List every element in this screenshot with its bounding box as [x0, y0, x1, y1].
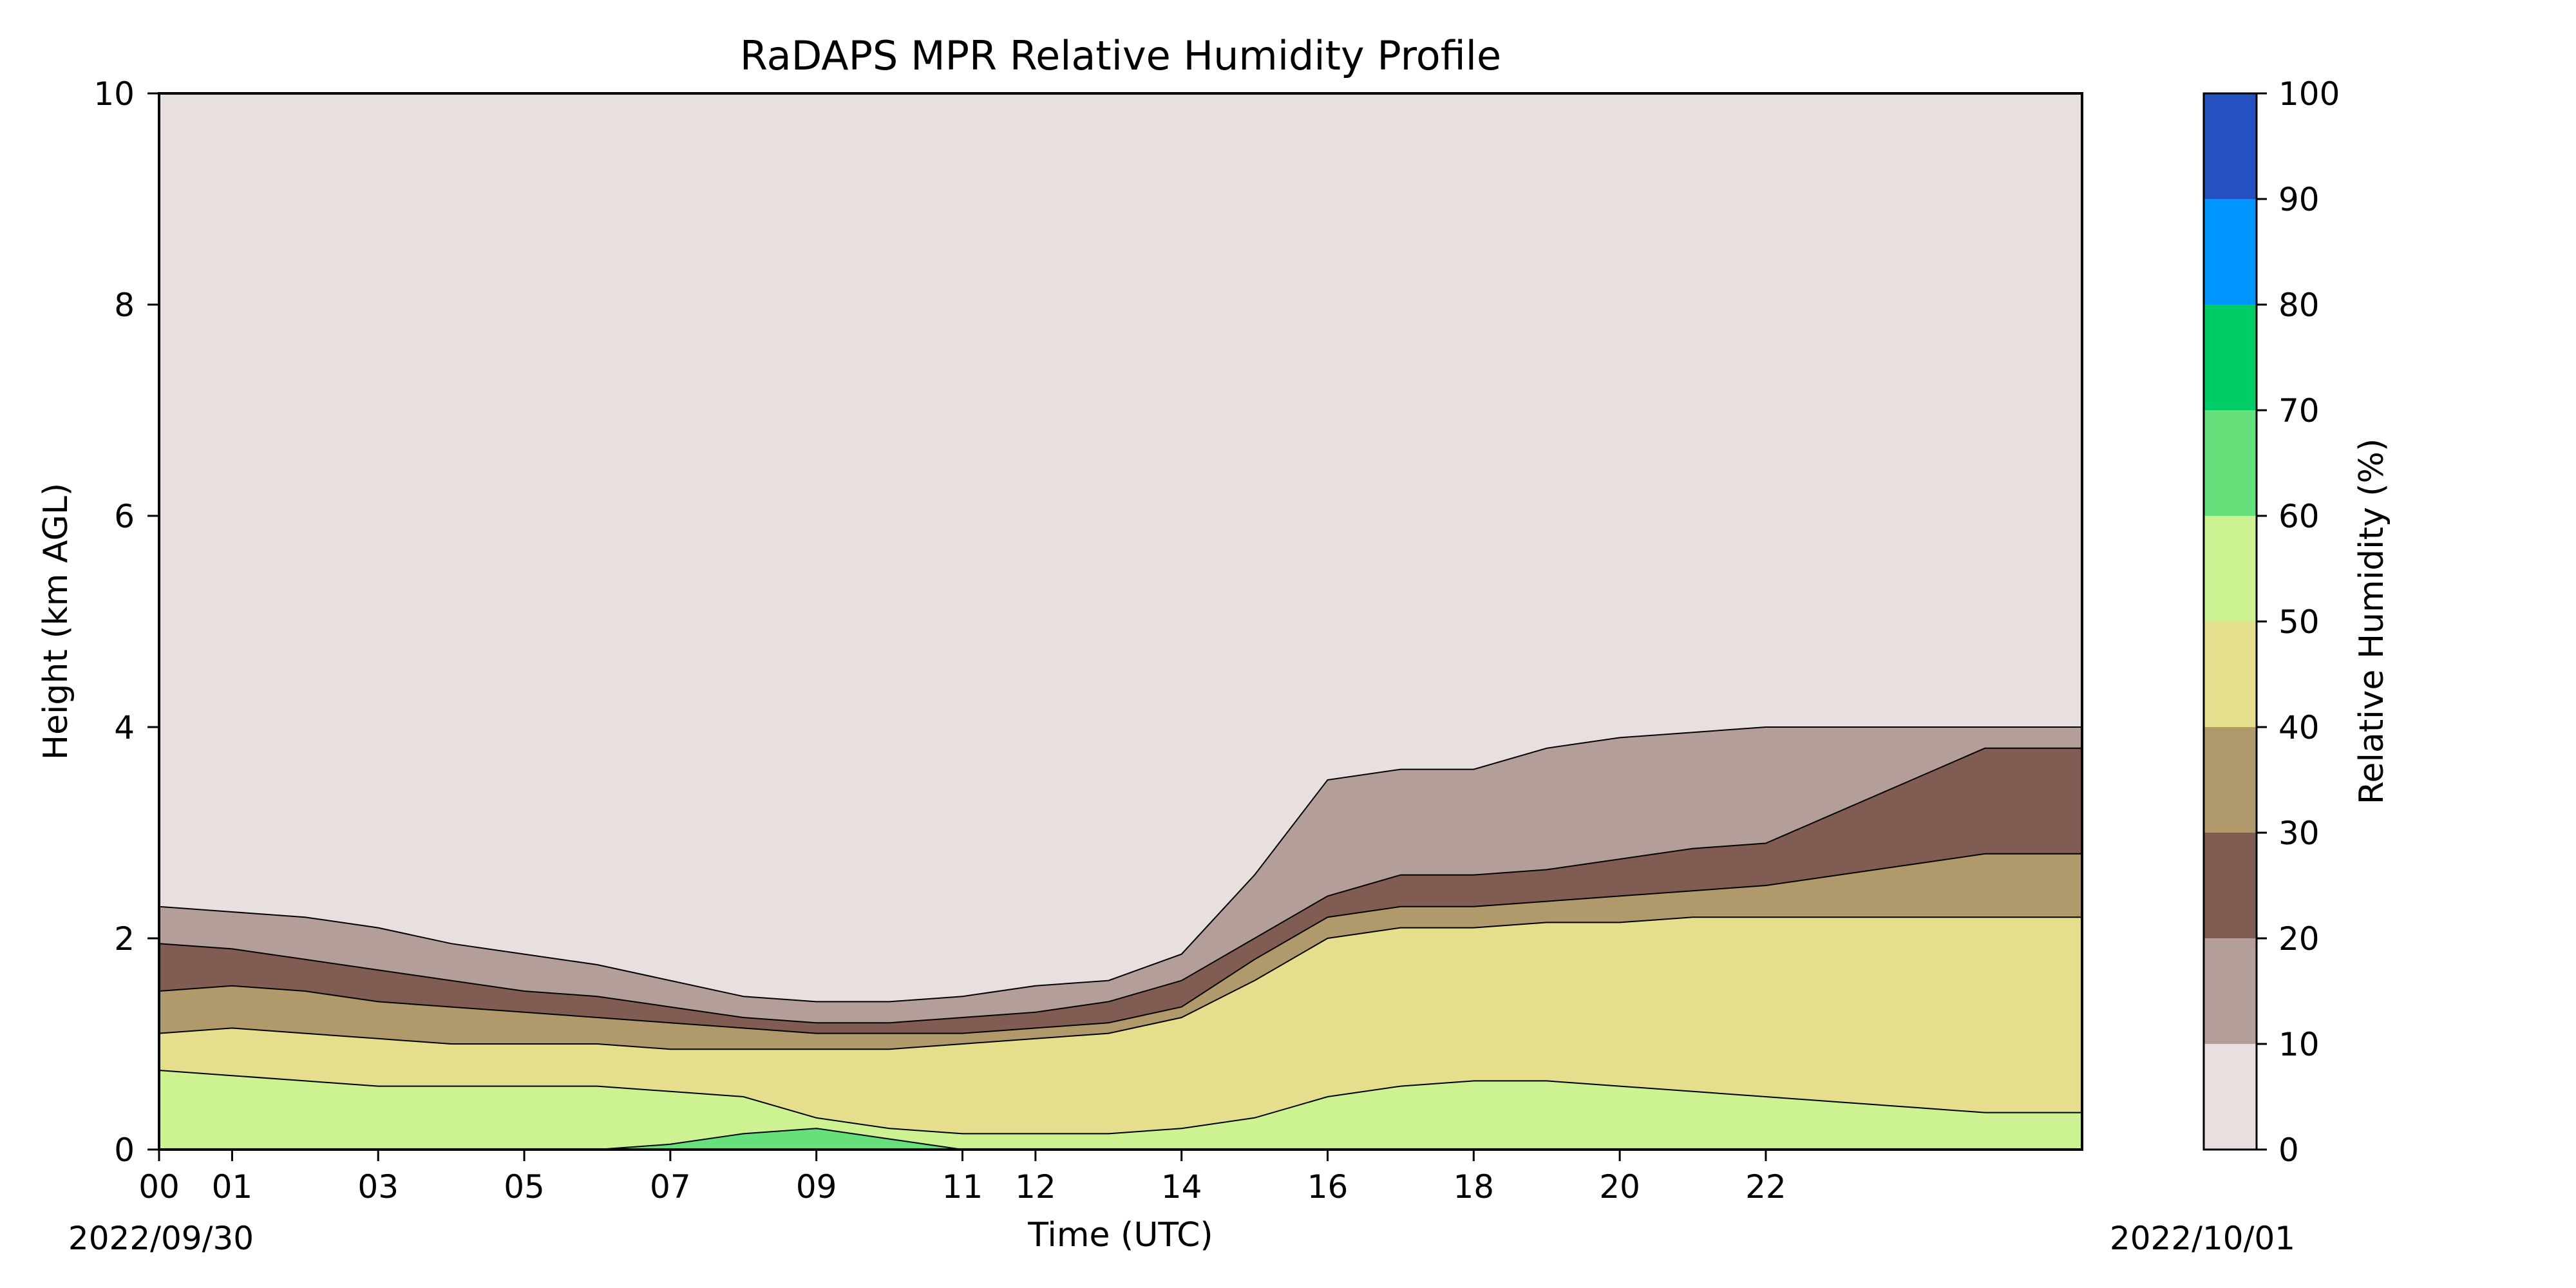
colorbar-tick-label: 30	[2278, 815, 2320, 852]
x-tick-label: 20	[1599, 1168, 1640, 1206]
colorbar-tick-label: 70	[2278, 392, 2320, 430]
colorbar-swatch-90-100	[2204, 93, 2257, 199]
x-tick-label: 18	[1454, 1168, 1495, 1206]
x-tick-label: 00	[138, 1168, 180, 1206]
y-tick-label: 2	[114, 920, 135, 958]
colorbar-swatch-30-40	[2204, 727, 2257, 833]
colorbar-swatch-10-20	[2204, 938, 2257, 1044]
x-tick-label: 14	[1161, 1168, 1202, 1206]
colorbar-tick-label: 20	[2278, 920, 2320, 958]
x-tick-label: 05	[504, 1168, 545, 1206]
colorbar-swatch-50-60	[2204, 516, 2257, 621]
colorbar: 0 10 20 30 40 50 60 70 80 90 100	[2202, 75, 2340, 1169]
x-tick-label: 01	[212, 1168, 253, 1206]
x-tick-label: 07	[650, 1168, 691, 1206]
chart-title: RaDAPS MPR Relative Humidity Profile	[740, 32, 1501, 79]
x-tick-label: 03	[357, 1168, 399, 1206]
colorbar-tick-label: 0	[2278, 1132, 2299, 1169]
colorbar-label: Relative Humidity (%)	[2353, 439, 2391, 805]
colorbar-tick-label: 90	[2278, 181, 2320, 218]
x-axis: 00 01 03 05 07 09 11 12 14 16 18 20 22	[138, 1150, 1786, 1206]
colorbar-tick-label: 60	[2278, 498, 2320, 535]
x-tick-label: 09	[796, 1168, 837, 1206]
y-tick-label: 4	[114, 709, 135, 746]
plot-area	[158, 92, 2083, 1151]
x-tick-label: 11	[942, 1168, 983, 1206]
colorbar-swatch-20-30	[2204, 833, 2257, 938]
x-tick-label: 12	[1015, 1168, 1056, 1206]
plot-frame	[158, 92, 2083, 1151]
x-tick-label: 16	[1307, 1168, 1349, 1206]
end-date-label: 2022/10/01	[2110, 1220, 2295, 1257]
colorbar-swatch-60-70	[2204, 410, 2257, 516]
x-tick-label: 22	[1745, 1168, 1786, 1206]
y-axis: 0 2 4 6 8 10	[93, 75, 159, 1169]
colorbar-swatch-40-50	[2204, 621, 2257, 727]
colorbar-tick-label: 50	[2278, 603, 2320, 641]
y-tick-label: 0	[114, 1132, 135, 1169]
y-tick-label: 6	[114, 498, 135, 535]
x-axis-label: Time (UTC)	[1027, 1216, 1213, 1255]
colorbar-tick-label: 40	[2278, 709, 2320, 746]
colorbar-tick-label: 100	[2278, 75, 2340, 113]
humidity-band-50-60	[158, 1069, 2083, 1150]
colorbar-swatch-70-80	[2204, 305, 2257, 410]
y-tick-label: 10	[93, 75, 135, 113]
colorbar-swatch-80-90	[2204, 199, 2257, 305]
colorbar-tick-label: 80	[2278, 287, 2320, 324]
colorbar-swatch-0-10	[2204, 1044, 2257, 1150]
y-axis-label: Height (km AGL)	[37, 483, 75, 760]
colorbar-tick-label: 10	[2278, 1026, 2320, 1063]
start-date-label: 2022/09/30	[68, 1220, 254, 1257]
y-tick-label: 8	[114, 287, 135, 324]
